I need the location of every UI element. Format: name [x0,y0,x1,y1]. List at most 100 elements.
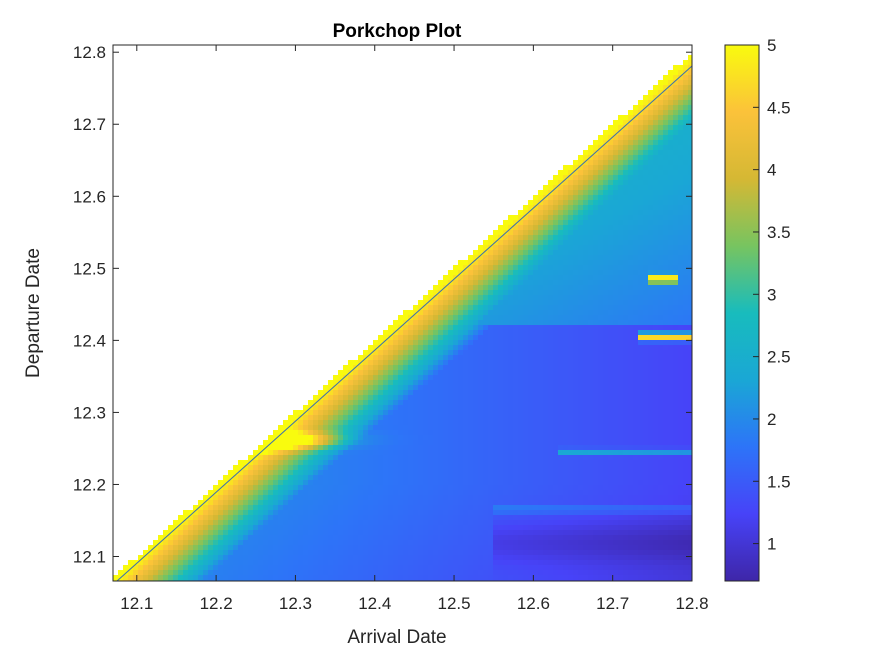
heat-cell [503,375,509,381]
heat-cell [458,370,464,376]
heat-cell [368,450,374,456]
heat-cell [418,430,424,436]
heat-cell [638,385,644,391]
heat-cell [253,500,259,506]
heat-cell [548,180,554,186]
heat-cell [453,410,459,416]
heat-cell [643,330,649,336]
heat-cell [328,460,334,466]
heat-cell [683,210,689,216]
heat-cell [648,320,654,326]
heat-cell [528,485,534,491]
heat-cell [568,505,574,511]
heat-cell [458,505,464,511]
heat-cell [433,335,439,341]
heat-cell [468,495,474,501]
heat-cell [593,490,599,496]
heat-cell [498,445,504,451]
heat-cell [503,435,509,441]
heat-cell [358,480,364,486]
heat-cell [513,375,519,381]
heat-cell [388,470,394,476]
heat-cell [398,410,404,416]
heat-cell [508,470,514,476]
heat-cell [658,275,664,281]
heat-cell [483,245,489,251]
heat-cell [503,300,509,306]
heat-cell [483,260,489,266]
heat-cell [498,230,504,236]
heat-cell [643,410,649,416]
heat-cell [593,515,599,521]
heat-cell [388,480,394,486]
heat-cell [658,225,664,231]
heat-cell [393,415,399,421]
heat-cell [298,485,304,491]
heat-cell [548,220,554,226]
heat-cell [363,465,369,471]
heat-cell [578,505,584,511]
heat-cell [453,355,459,361]
heat-cell [668,125,674,131]
heat-cell [568,325,574,331]
heat-cell [528,370,534,376]
heat-cell [473,415,479,421]
heat-cell [503,295,509,301]
heat-cell [443,500,449,506]
heat-cell [273,440,279,446]
heat-cell [458,360,464,366]
heat-cell [433,290,439,296]
heat-cell [663,225,669,231]
heat-cell [348,460,354,466]
heat-cell [668,220,674,226]
heat-cell [293,440,299,446]
heat-cell [488,265,494,271]
heat-cell [653,155,659,161]
heat-cell [543,510,549,516]
heat-cell [513,385,519,391]
heat-cell [563,435,569,441]
heat-cell [368,445,374,451]
heat-cell [548,495,554,501]
heat-cell [583,190,589,196]
heat-cell [618,175,624,181]
heat-cell [443,335,449,341]
heat-cell [328,450,334,456]
heat-cell [668,110,674,116]
heat-cell [663,415,669,421]
heat-cell [683,195,689,201]
heat-cell [603,405,609,411]
heat-cell [603,420,609,426]
heat-cell [508,415,514,421]
heat-cell [488,400,494,406]
heat-cell [593,315,599,321]
heat-cell [338,425,344,431]
heat-cell [458,375,464,381]
heat-cell [593,200,599,206]
heat-cell [638,415,644,421]
heat-cell [578,315,584,321]
heat-cell [633,415,639,421]
heat-cell [523,325,529,331]
heat-cell [538,510,544,516]
heat-cell [613,155,619,161]
heat-cell [673,385,679,391]
heat-cell [643,445,649,451]
heat-cell [533,480,539,486]
heat-cell [593,325,599,331]
heat-cell [683,300,689,306]
heat-cell [278,510,284,516]
heat-cell [468,275,474,281]
heat-cell [608,355,614,361]
heat-cell [388,525,394,531]
heat-cell [603,300,609,306]
heat-cell [263,475,269,481]
heat-cell [478,350,484,356]
heat-cell [503,320,509,326]
heat-cell [513,230,519,236]
heat-cell [313,460,319,466]
heat-cell [588,385,594,391]
heat-cell [438,345,444,351]
heat-cell [368,375,374,381]
heat-cell [618,240,624,246]
